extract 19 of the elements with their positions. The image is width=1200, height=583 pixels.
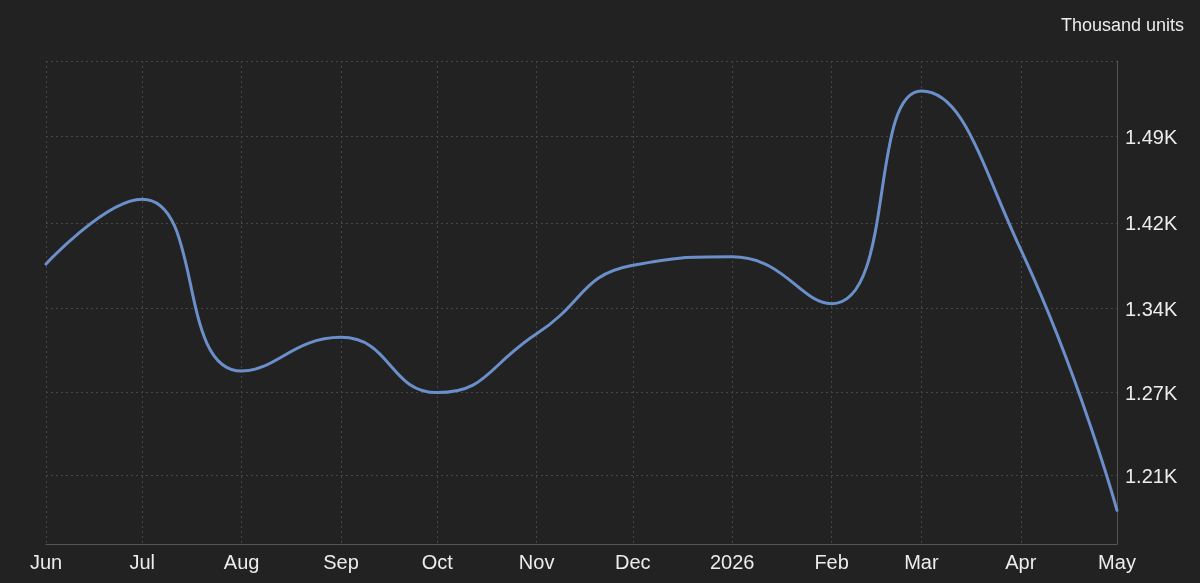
x-tick-label: 2026 bbox=[709, 551, 755, 573]
x-tick-label: Nov bbox=[518, 551, 555, 573]
x-tick-label: Jul bbox=[129, 551, 155, 573]
x-tick-label: Apr bbox=[1005, 551, 1037, 573]
x-tick-label: Mar bbox=[904, 551, 939, 573]
y-tick-label: 1.42K bbox=[1125, 212, 1178, 235]
y-tick-label: 1.49K bbox=[1125, 125, 1178, 148]
x-tick-label: Feb bbox=[814, 551, 849, 573]
x-tick-label: Sep bbox=[323, 551, 359, 573]
y-tick-label: 1.34K bbox=[1125, 297, 1178, 320]
line-series bbox=[44, 89, 1119, 512]
x-tick-label: Dec bbox=[615, 551, 651, 573]
x-tick-label: Oct bbox=[421, 551, 454, 573]
y-axis-title: Thousand units bbox=[1060, 15, 1185, 35]
y-tick-label: 1.21K bbox=[1125, 464, 1178, 487]
y-tick-label: 1.27K bbox=[1125, 381, 1178, 404]
x-tick-label: May bbox=[1098, 551, 1136, 573]
x-tick-label: Aug bbox=[223, 551, 260, 573]
x-tick-label: Jun bbox=[29, 551, 63, 573]
